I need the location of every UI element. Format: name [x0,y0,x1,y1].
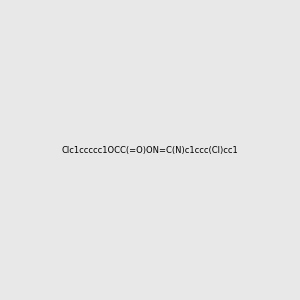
Text: Clc1ccccc1OCC(=O)ON=C(N)c1ccc(Cl)cc1: Clc1ccccc1OCC(=O)ON=C(N)c1ccc(Cl)cc1 [61,146,239,154]
